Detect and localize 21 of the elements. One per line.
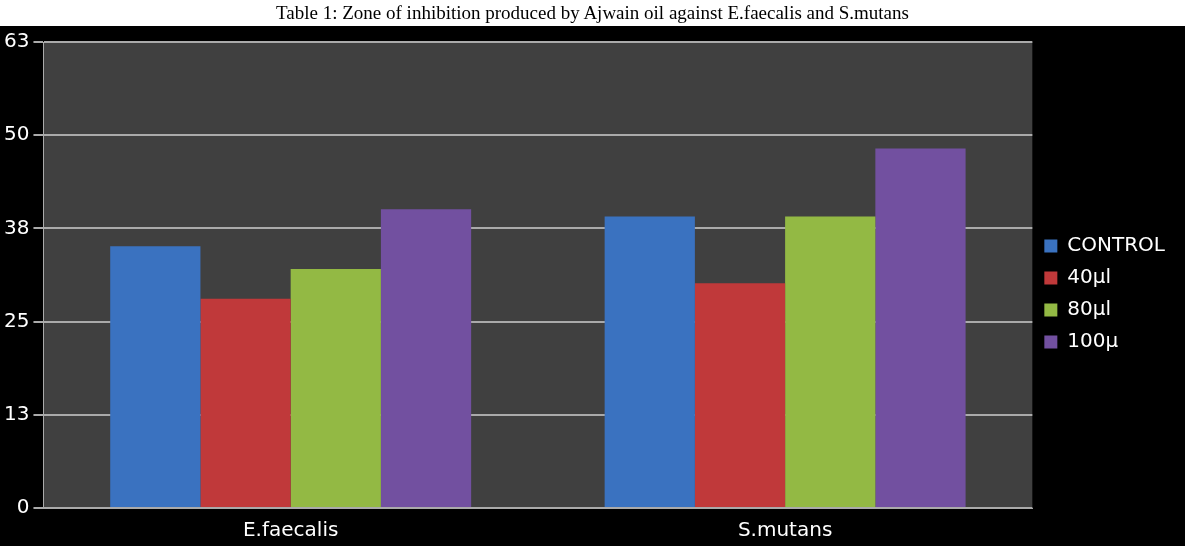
legend-label: 80µl bbox=[1067, 296, 1112, 321]
bar bbox=[380, 209, 472, 507]
legend-label: CONTROL bbox=[1067, 232, 1166, 257]
x-tick-label: E.faecalis bbox=[242, 517, 339, 542]
legend-label: 100µ bbox=[1067, 328, 1119, 353]
y-tick-label: 38 bbox=[4, 214, 30, 239]
bar bbox=[110, 246, 201, 507]
legend-label: 40µl bbox=[1067, 264, 1112, 289]
bar bbox=[785, 216, 876, 507]
y-tick-label: 63 bbox=[4, 28, 30, 53]
y-tick-label: 50 bbox=[4, 121, 30, 146]
x-tick-label: S.mutans bbox=[737, 517, 833, 542]
y-tick-label: 25 bbox=[4, 307, 30, 332]
bar bbox=[604, 216, 695, 507]
bar bbox=[694, 283, 786, 507]
bar bbox=[200, 298, 291, 507]
y-tick-label: 0 bbox=[16, 494, 30, 519]
bar bbox=[875, 148, 966, 507]
bar bbox=[290, 269, 381, 507]
chart-title: Table 1: Zone of inhibition produced by Ajwain oil against E.faecalis and S.mutans bbox=[275, 1, 910, 25]
y-tick-label: 13 bbox=[4, 401, 30, 425]
